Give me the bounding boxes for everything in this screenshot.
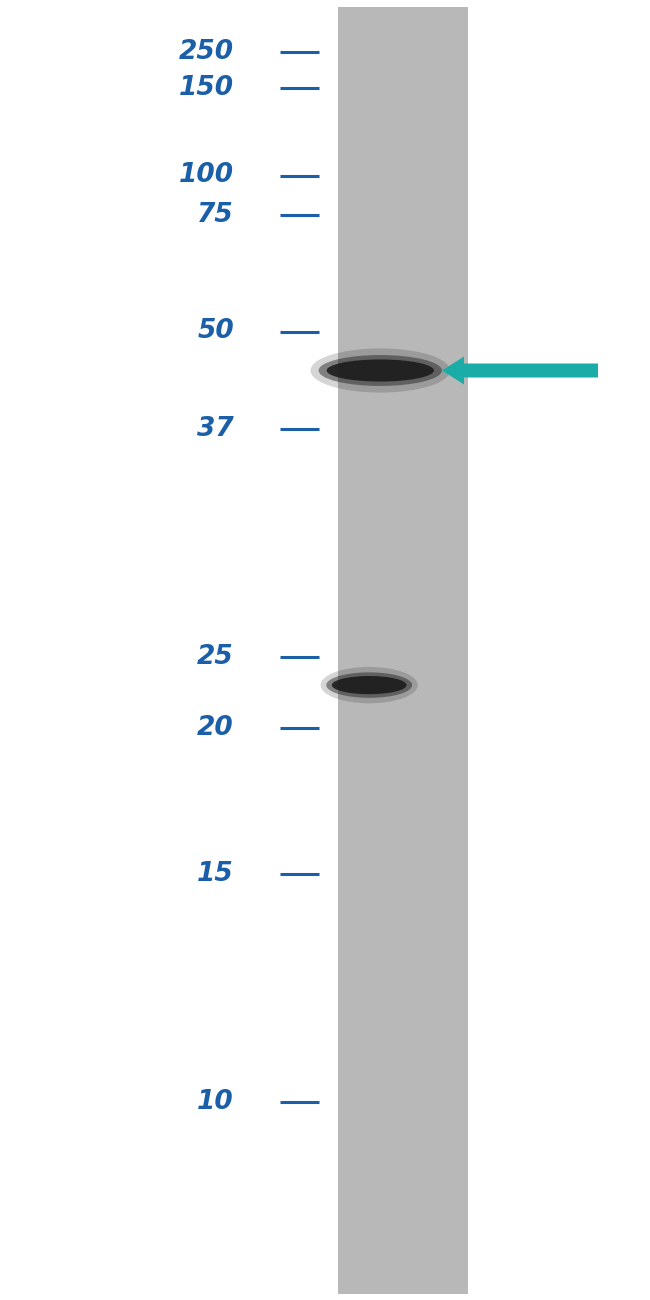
Text: 37: 37	[197, 416, 234, 442]
Text: 100: 100	[179, 162, 234, 188]
Text: 20: 20	[197, 715, 234, 741]
Text: 75: 75	[197, 202, 234, 228]
Text: 15: 15	[197, 861, 234, 887]
Bar	[338, 6, 468, 1294]
Text: 150: 150	[179, 75, 234, 101]
Text: 25: 25	[197, 644, 234, 670]
Text: 10: 10	[197, 1089, 234, 1115]
Ellipse shape	[320, 667, 418, 703]
Ellipse shape	[318, 355, 442, 386]
Ellipse shape	[326, 359, 434, 382]
Ellipse shape	[332, 676, 407, 694]
Ellipse shape	[326, 672, 412, 698]
Text: 50: 50	[197, 318, 234, 344]
Ellipse shape	[311, 348, 450, 393]
FancyArrow shape	[442, 356, 598, 385]
Text: 250: 250	[179, 39, 234, 65]
